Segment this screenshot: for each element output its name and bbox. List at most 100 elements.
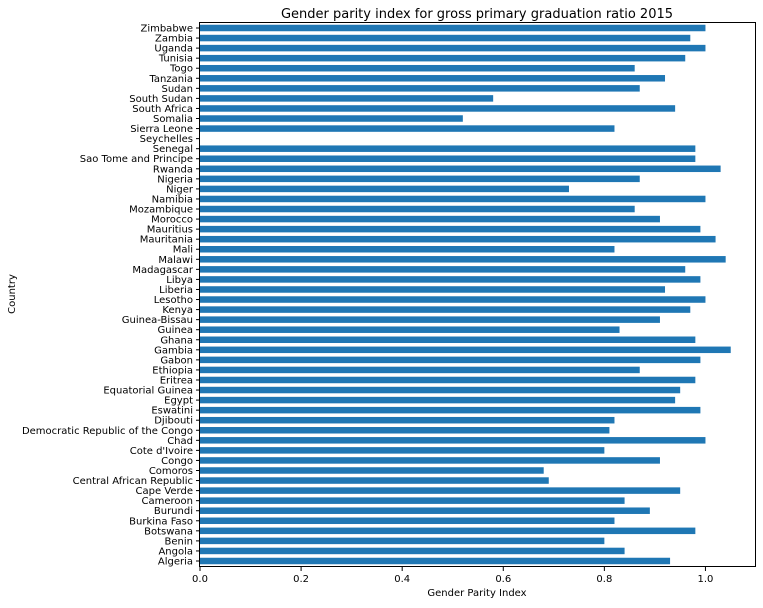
bar <box>200 437 706 444</box>
y-tick-label: Equatorial Guinea <box>103 386 193 397</box>
y-tick-label: Comoros <box>149 466 193 477</box>
y-tick-label: Democratic Republic of the Congo <box>22 426 193 437</box>
y-tick-label: Benin <box>165 536 193 547</box>
y-tick-label: Guinea-Bissau <box>122 315 193 326</box>
y-tick-label: Libya <box>166 275 193 286</box>
y-axis-label: Country <box>7 274 18 314</box>
bar <box>200 205 635 213</box>
bar <box>200 527 696 535</box>
y-tick-label: Sudan <box>162 84 194 95</box>
bar <box>200 316 660 323</box>
y-tick-label: Malawi <box>158 255 193 266</box>
bar <box>200 507 650 514</box>
bar <box>200 386 681 394</box>
y-tick-label: Nigeria <box>157 174 193 185</box>
x-tick-label: 0.0 <box>192 574 208 585</box>
bar <box>200 125 615 132</box>
bar <box>200 306 691 313</box>
y-tick-label: Madagascar <box>132 265 194 276</box>
bar <box>200 396 676 404</box>
bar <box>200 457 660 464</box>
y-tick-label: Cote d'Ivoire <box>130 446 193 457</box>
y-tick-label: Algeria <box>158 557 193 568</box>
y-tick-label: Kenya <box>162 305 193 316</box>
y-tick-label: Ghana <box>160 335 193 346</box>
y-tick-label: Morocco <box>151 215 193 226</box>
y-tick-label: South Africa <box>132 104 193 115</box>
bar <box>200 145 696 152</box>
bars-layer <box>200 24 731 565</box>
bar <box>200 64 635 72</box>
y-tick-label: Senegal <box>153 144 193 155</box>
bar <box>200 225 701 233</box>
bar <box>200 276 701 283</box>
bar <box>200 44 706 52</box>
bar <box>200 366 640 374</box>
y-tick-label: Seychelles <box>140 134 193 145</box>
y-tick-label: Angola <box>158 546 193 557</box>
y-tick-label: Liberia <box>159 285 193 296</box>
y-tick-label: Uganda <box>154 44 193 55</box>
bar <box>200 376 696 384</box>
bar <box>200 235 716 243</box>
bar <box>200 245 615 253</box>
bar <box>200 155 696 162</box>
bar <box>200 115 463 122</box>
y-tick-label: Sierra Leone <box>130 124 193 135</box>
y-tick-label: Mali <box>173 245 193 256</box>
bar <box>200 54 686 62</box>
y-tick-label: Djibouti <box>154 416 193 427</box>
y-tick-label: Sao Tome and Principe <box>80 154 193 165</box>
x-tick-labels: 0.0 0.2 0.4 0.6 0.8 1.0 <box>192 567 713 585</box>
bar <box>200 447 605 454</box>
y-tick-label: Tanzania <box>148 74 193 85</box>
y-tick-label: Burundi <box>154 506 193 517</box>
y-tick-label: Botswana <box>144 526 193 537</box>
y-tick-label: Mauritius <box>147 225 193 236</box>
plot-frame <box>199 22 756 567</box>
bar <box>200 95 494 102</box>
bar <box>200 356 701 364</box>
y-tick-label: Eritrea <box>160 375 193 386</box>
bar <box>200 416 615 424</box>
x-tick-label: 0.8 <box>596 574 612 585</box>
x-tick-label: 0.4 <box>394 574 410 585</box>
y-tick-label: Central African Republic <box>73 476 193 487</box>
bar <box>200 175 640 183</box>
y-tick-label: Tunisia <box>158 54 193 65</box>
bar <box>200 547 625 555</box>
bar <box>200 346 731 354</box>
y-tick-label: Cameroon <box>142 496 193 507</box>
y-tick-label: Cape Verde <box>136 486 193 497</box>
bar <box>200 24 706 32</box>
bar <box>200 215 660 223</box>
bar <box>200 266 686 273</box>
y-tick-label: Mozambique <box>129 205 193 216</box>
x-tick-label: 0.6 <box>495 574 511 585</box>
y-tick-label: Chad <box>167 436 193 447</box>
x-tick-label: 0.2 <box>293 574 309 585</box>
bar <box>200 336 696 344</box>
y-tick-label: Zambia <box>155 34 193 45</box>
x-axis-label: Gender Parity Index <box>427 588 526 599</box>
y-tick-label: Guinea <box>158 325 193 336</box>
bar <box>200 105 676 112</box>
y-tick-label: Ethiopia <box>152 365 193 376</box>
bar <box>200 427 610 434</box>
y-tick-label: Togo <box>169 64 193 75</box>
bar <box>200 467 544 474</box>
chart-title: Gender parity index for gross primary gr… <box>281 7 673 22</box>
bar <box>200 296 706 303</box>
y-tick-label: Burkina Faso <box>129 516 193 527</box>
bar <box>200 256 726 263</box>
bar <box>200 195 706 203</box>
y-tick-label: Egypt <box>164 396 193 407</box>
bar <box>200 517 615 525</box>
y-tick-label: Gabon <box>160 355 193 366</box>
bar <box>200 185 569 193</box>
y-tick-label: South Sudan <box>129 94 193 105</box>
bar <box>200 477 549 484</box>
bar <box>200 85 640 92</box>
bar <box>200 537 605 545</box>
bar <box>200 487 681 494</box>
